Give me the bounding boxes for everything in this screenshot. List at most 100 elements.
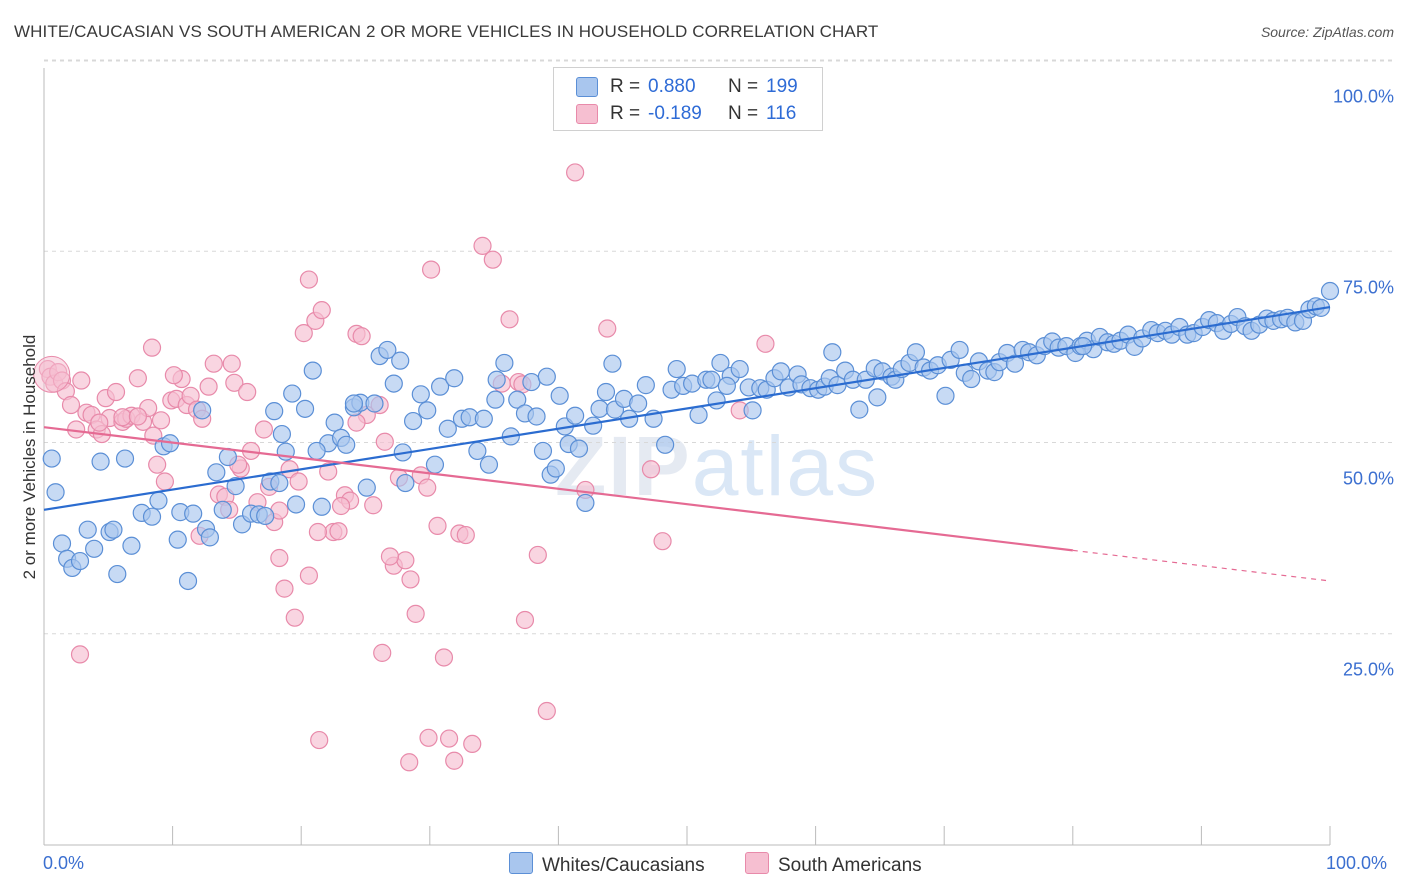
south-american-point: [199, 377, 218, 396]
white-point: [603, 354, 622, 373]
white-point: [142, 507, 162, 526]
white-point: [707, 391, 726, 410]
white-point: [430, 377, 450, 396]
south-american-point: [148, 455, 167, 474]
white-point: [850, 400, 869, 419]
white-point: [337, 435, 356, 454]
white-point: [325, 413, 344, 432]
white-point: [533, 441, 553, 461]
white-point: [936, 386, 955, 405]
south-american-point: [653, 532, 672, 551]
white-point: [303, 361, 322, 380]
legend-item-whites[interactable]: Whites/Caucasians: [509, 852, 705, 877]
south-american-point: [537, 701, 556, 721]
south-american-point: [419, 728, 438, 747]
whites-trend-line: [43, 306, 1331, 511]
pink-swatch: [745, 852, 769, 874]
white-point: [91, 452, 110, 471]
white-point: [522, 372, 541, 392]
south-americans-trend-line: [43, 426, 1073, 552]
y-axis-label: 2 or more Vehicles in Household: [20, 334, 39, 580]
white-point: [344, 394, 364, 413]
white-point: [537, 367, 556, 386]
white-point: [569, 439, 589, 458]
white-point: [495, 353, 514, 373]
white-point: [200, 528, 219, 547]
white-point: [42, 449, 61, 468]
south-american-point: [401, 570, 420, 589]
white-point: [256, 506, 275, 526]
white-point: [272, 424, 292, 444]
south-american-point: [500, 310, 519, 329]
white-point: [656, 435, 675, 454]
white-point: [396, 473, 415, 493]
white-point: [1320, 281, 1340, 301]
x-tick-100: 100.0%: [1326, 853, 1388, 873]
white-point: [52, 534, 72, 553]
south-american-point: [285, 608, 304, 627]
south-american-point: [70, 645, 90, 664]
south-americans-points: [33, 163, 775, 772]
white-point: [115, 449, 135, 468]
white-point: [193, 401, 212, 420]
white-point: [474, 409, 493, 428]
n-label: N =: [728, 76, 759, 97]
r-label: R =: [610, 76, 641, 97]
white-point: [717, 376, 736, 395]
south-american-point: [396, 551, 415, 570]
white-point: [590, 399, 609, 418]
white-point: [295, 399, 315, 418]
south-american-point: [364, 496, 383, 515]
white-point: [636, 376, 655, 395]
n-label: N =: [728, 103, 759, 124]
south-american-point: [294, 324, 313, 343]
white-point: [46, 483, 65, 502]
south-american-point: [375, 432, 394, 451]
white-point: [122, 536, 141, 555]
white-point: [391, 351, 410, 370]
south-american-point: [418, 478, 437, 497]
south-american-point: [598, 319, 617, 338]
south-american-point: [222, 354, 241, 373]
south-american-point: [308, 522, 328, 542]
south-american-point: [142, 338, 162, 357]
white-point: [438, 419, 457, 438]
south-american-point: [373, 643, 392, 662]
white-point: [365, 394, 384, 413]
white-point: [486, 390, 505, 409]
gridlines: [44, 59, 1392, 635]
south-american-point: [380, 547, 400, 566]
south-american-point: [275, 579, 294, 598]
white-point: [411, 385, 430, 404]
white-point: [629, 394, 648, 413]
n-value: 199: [766, 76, 798, 97]
south-american-point: [225, 373, 244, 392]
south-american-point: [434, 648, 454, 667]
south-american-point: [90, 413, 109, 432]
white-point: [104, 520, 123, 539]
south-american-point: [473, 236, 492, 255]
south-american-point: [151, 411, 171, 430]
white-point: [487, 370, 506, 389]
south-american-point: [106, 382, 126, 402]
south-americans-trend-extension: [1072, 549, 1331, 582]
x-tick-0: 0.0%: [43, 853, 85, 873]
blue-swatch: [576, 77, 598, 97]
south-american-point: [331, 496, 351, 516]
white-point: [576, 493, 595, 513]
white-point: [823, 343, 842, 362]
south-american-point: [72, 371, 91, 390]
white-point: [527, 407, 546, 426]
south-american-point: [483, 250, 502, 269]
white-point: [357, 478, 376, 497]
white-point: [868, 388, 887, 407]
white-point: [70, 551, 90, 571]
legend-item-south-americans[interactable]: South Americans: [745, 852, 922, 877]
white-point: [425, 455, 445, 474]
source-credit: Source: ZipAtlas.com: [1260, 24, 1394, 40]
legend-label-whites: Whites/Caucasians: [542, 855, 705, 876]
white-point: [743, 401, 762, 420]
white-point: [218, 447, 237, 467]
south-american-point: [299, 566, 319, 585]
